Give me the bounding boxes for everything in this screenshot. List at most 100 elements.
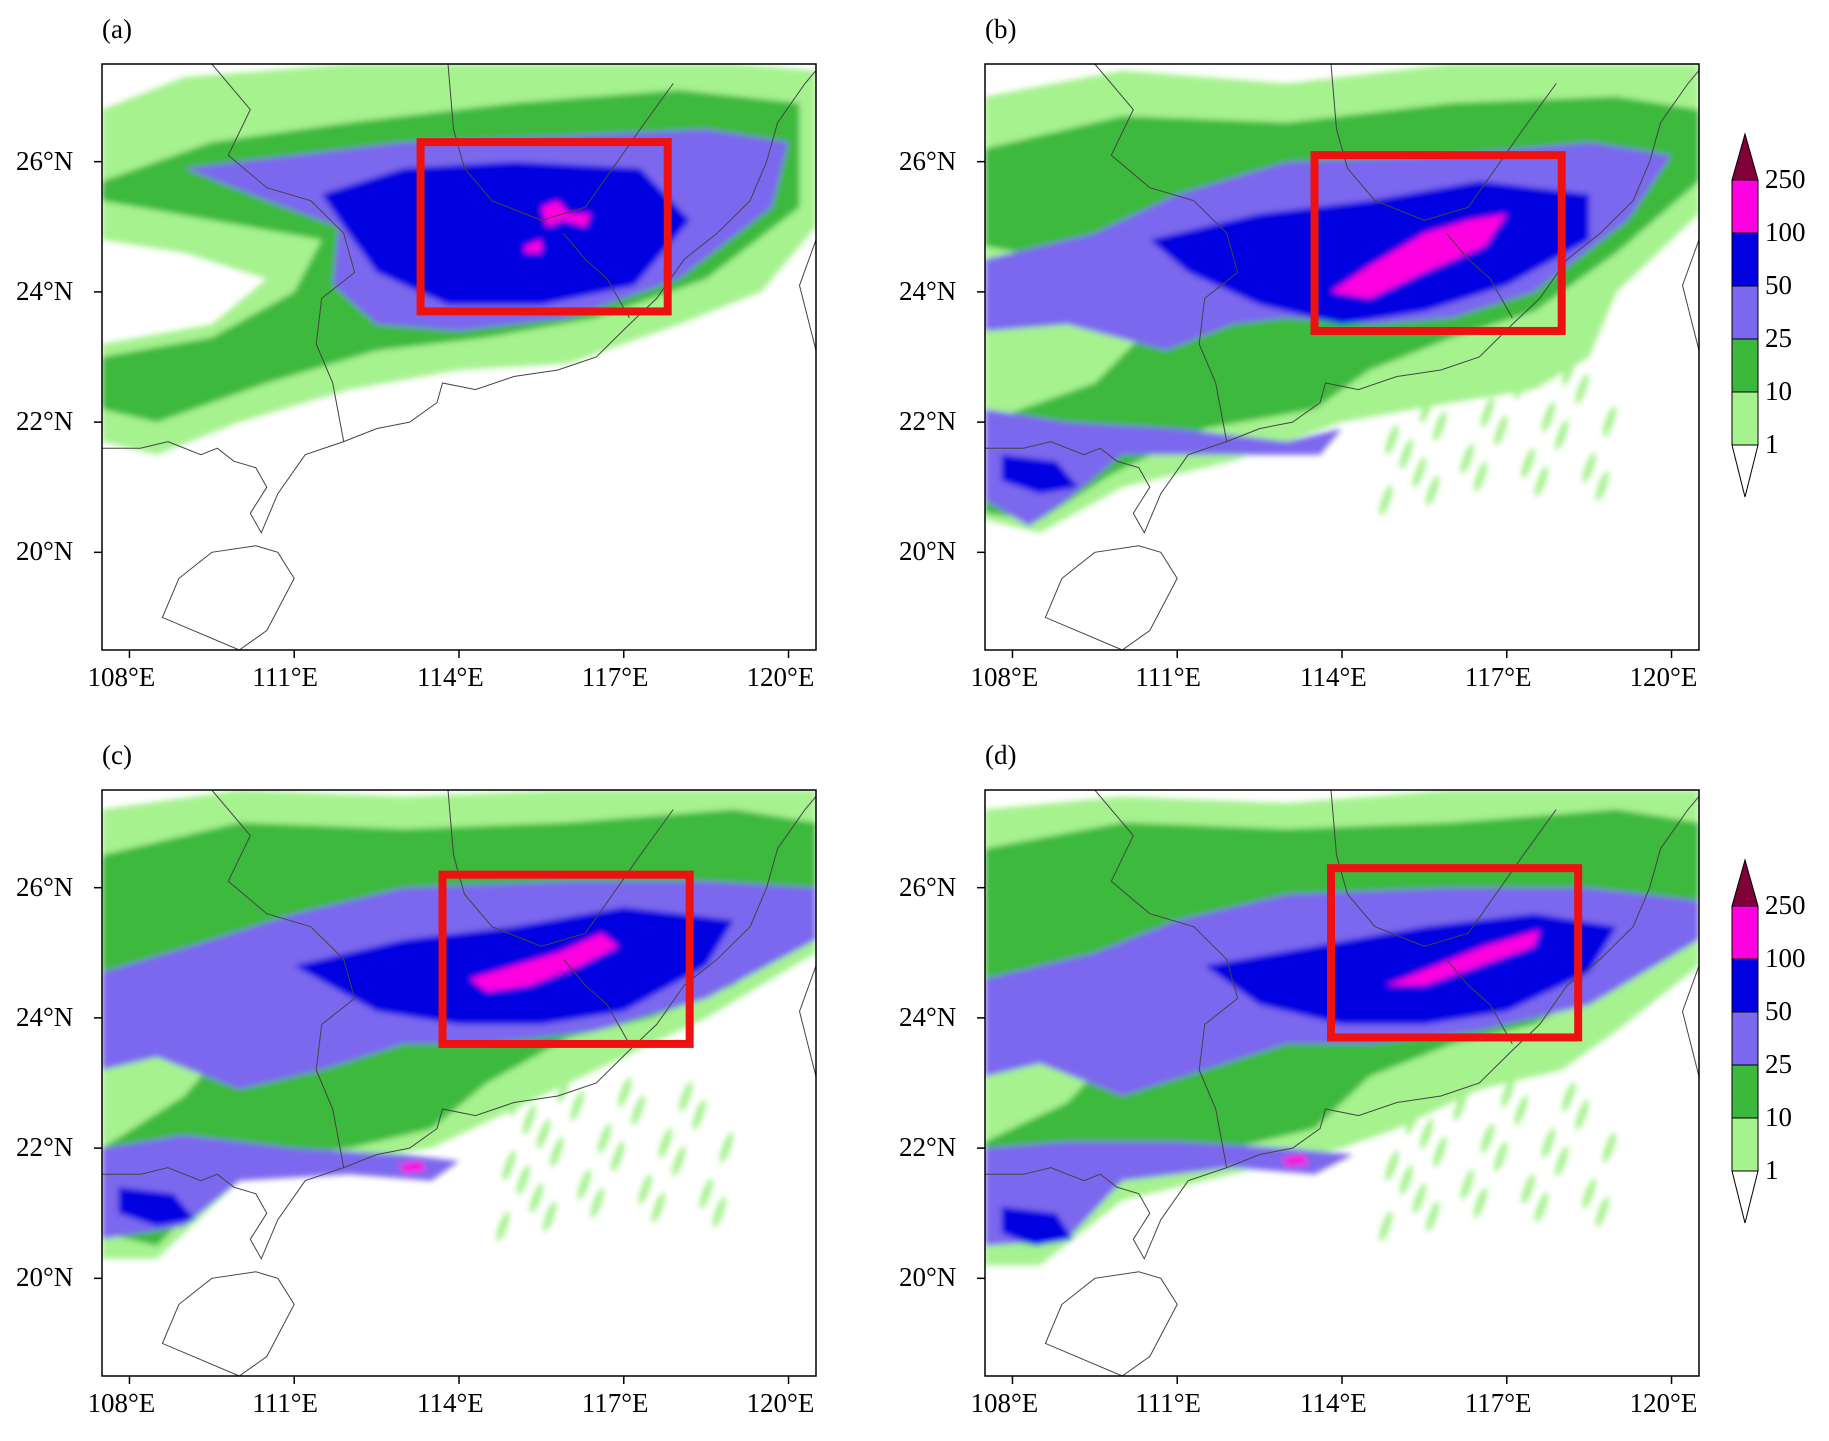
lon-tick-label: 117°E [1464,1388,1532,1418]
colorbar-level-label: 50 [1765,996,1792,1026]
drizzle-spot [1555,1146,1569,1177]
drizzle-spot [1534,1192,1549,1223]
drizzle-spot [1425,475,1440,506]
drizzle-spot [1575,373,1589,405]
lon-tick-label: 120°E [746,1388,815,1418]
map-panel-d [977,789,1700,1384]
map-panel-a [94,63,817,658]
lat-tick-label: 26°N [899,871,957,902]
drizzle-spot [631,1095,645,1126]
drizzle-spot [1419,1118,1434,1149]
lat-tick-label: 20°N [899,1262,957,1293]
lon-tick-label: 120°E [746,662,815,692]
drizzle-spot [1602,406,1617,437]
colorbar-level-label: 1 [1765,429,1779,459]
lon-tick-label: 111°E [1135,1388,1202,1418]
drizzle-spot [1473,461,1488,492]
rain-contour-level-5 [1385,930,1540,986]
colorbar-2 [1731,858,1759,1224]
drizzle-spot [590,1187,605,1218]
geography-lines [985,64,1699,650]
drizzle-spot [1425,1201,1440,1232]
geography-lines [102,790,816,1376]
rain-contour-level-4 [1001,454,1079,494]
province-border [447,790,674,947]
rainfall-field [102,790,816,1259]
panel-label: (c) [102,740,132,770]
coastline [985,70,1699,534]
drizzle-spot [651,1192,666,1223]
panel-label: (d) [985,740,1017,770]
province-border [211,64,356,442]
lon-tick-label: 114°E [417,662,484,692]
drizzle-spot [1412,1183,1427,1214]
colorbar-1 [1731,132,1759,498]
lat-tick-label: 26°N [16,145,74,176]
lon-tick-label: 117°E [581,1388,649,1418]
drizzle-spot [1399,1164,1413,1196]
lat-tick-label: 22°N [16,406,74,437]
lat-tick-label: 22°N [899,1132,957,1163]
drizzle-spot [1562,355,1576,386]
colorbar-level-label: 10 [1765,1102,1792,1132]
lon-tick-label: 117°E [581,662,649,692]
drizzle-spot [719,1132,734,1163]
drizzle-spot [1405,378,1419,409]
province-border [798,239,816,351]
drizzle-spot [1385,1150,1399,1181]
colorbar-segment [1731,905,1759,960]
drizzle-spot [1453,1090,1467,1121]
drizzle-spot [1521,1174,1535,1205]
drizzle-spot [638,1174,652,1205]
rain-contour-level-4 [1149,181,1590,325]
rainfall-field [985,790,1699,1266]
study-region-box [438,870,694,1048]
drizzle-spot [679,1081,693,1112]
drizzle-spot [1501,1077,1515,1108]
province-border [1330,64,1557,221]
map-panel-c [94,789,817,1384]
rainfall-field [985,64,1699,533]
hainan-island-outline [1044,1271,1178,1376]
drizzle-spot [1385,424,1399,455]
province-border [1446,232,1513,319]
drizzle-spot [1582,452,1596,483]
colorbar-segment [1731,958,1759,1013]
drizzle-spot [1595,470,1609,502]
colorbar-level-label: 100 [1765,217,1806,247]
lat-tick-label: 24°N [16,1001,74,1032]
lon-tick-label: 111°E [252,1388,319,1418]
drizzle-spot [618,1077,632,1108]
drizzle-spot [1494,415,1508,446]
drizzle-spot [1480,397,1495,428]
drizzle-spot [577,1169,591,1200]
lon-tick-label: 108°E [970,1388,1039,1418]
colorbar-level-label: 10 [1765,376,1792,406]
drizzle-spot [1399,438,1413,470]
colorbar-level-label: 50 [1765,270,1792,300]
lat-tick-label: 20°N [16,1262,74,1293]
lat-tick-label: 24°N [899,1001,957,1032]
rain-contour-level-5 [470,933,619,992]
lon-tick-label: 114°E [1300,1388,1367,1418]
drizzle-spot [1575,1099,1589,1131]
colorbar-segment [1731,1011,1759,1066]
lat-tick-label: 22°N [899,406,957,437]
rain-contour-level-3 [985,409,1342,527]
drizzle-spot [1602,1132,1617,1163]
drizzle-spot [712,1196,726,1228]
drizzle-spot [1392,360,1406,391]
drizzle-spot [1379,1211,1393,1242]
rain-contour-level-4 [1001,1206,1073,1246]
drizzle-spot [1501,351,1515,382]
colorbar-level-label: 100 [1765,943,1806,973]
rain-contour-level-3 [102,1135,459,1240]
colorbar-segment [1731,1117,1759,1172]
lat-tick-label: 24°N [899,275,957,306]
province-border [1094,790,1239,1168]
province-border [563,232,630,319]
drizzle-spot [1514,369,1528,400]
hainan-island-outline [161,545,295,650]
drizzle-spot [1562,1081,1576,1112]
province-border [1681,239,1699,351]
